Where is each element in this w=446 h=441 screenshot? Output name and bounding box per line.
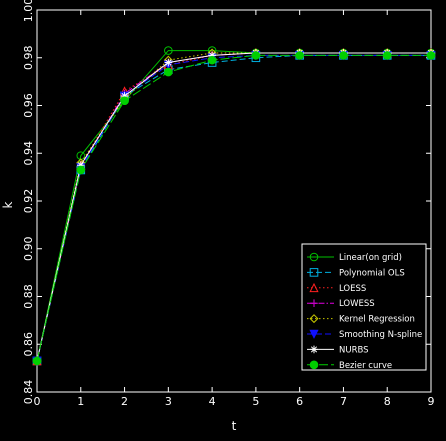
x-tick-label: 8 bbox=[384, 395, 391, 408]
legend-label: Polynomial OLS bbox=[339, 268, 405, 278]
legend-item: LOESS bbox=[307, 282, 366, 294]
x-tick-label: 5 bbox=[252, 395, 259, 408]
data-point bbox=[207, 55, 217, 65]
y-tick-label: 0.88 bbox=[22, 284, 35, 309]
legend-label: LOWESS bbox=[339, 299, 375, 309]
x-tick-label: 7 bbox=[340, 395, 347, 408]
legend-item: NURBS bbox=[307, 345, 369, 355]
data-point bbox=[76, 161, 85, 169]
legend-marker bbox=[309, 314, 319, 324]
x-tick-label: 2 bbox=[121, 395, 128, 408]
data-point bbox=[295, 51, 304, 60]
x-tick-label: 1 bbox=[77, 395, 84, 408]
legend-item: Bezier curve bbox=[307, 360, 392, 371]
legend-label: Smoothing N-spline bbox=[339, 330, 422, 340]
legend-marker bbox=[310, 299, 318, 307]
x-tick-label: 9 bbox=[428, 395, 435, 408]
data-point bbox=[382, 51, 392, 60]
y-tick-label: 0.84 bbox=[22, 380, 35, 405]
series-bezier-curve bbox=[32, 51, 436, 366]
y-axis-label: k bbox=[1, 201, 15, 208]
data-point bbox=[164, 46, 173, 55]
legend-marker bbox=[309, 360, 319, 370]
legend-label: Kernel Regression bbox=[339, 315, 415, 325]
data-point bbox=[32, 356, 42, 366]
x-tick-label: 4 bbox=[209, 395, 216, 408]
legend-marker bbox=[309, 252, 319, 262]
legend-item: Smoothing N-spline bbox=[307, 329, 422, 340]
series-line bbox=[36, 54, 431, 362]
y-tick-label: 0.90 bbox=[22, 237, 35, 262]
data-point bbox=[120, 96, 129, 106]
series-layer bbox=[32, 46, 436, 366]
data-point bbox=[120, 92, 129, 100]
x-tick-label: 6 bbox=[296, 395, 303, 408]
data-point bbox=[164, 67, 173, 77]
legend-label: LOESS bbox=[339, 284, 366, 294]
y-tick-label: 0.86 bbox=[22, 332, 35, 357]
legend-item: Linear(on grid) bbox=[307, 252, 402, 263]
x-axis-label: t bbox=[232, 419, 237, 433]
legend-item: LOWESS bbox=[307, 299, 375, 309]
y-tick-label: 0.96 bbox=[22, 93, 35, 118]
legend-label: NURBS bbox=[339, 345, 369, 355]
legend-label: Linear(on grid) bbox=[339, 253, 402, 263]
data-point bbox=[208, 51, 216, 60]
y-tick-label: 0.92 bbox=[22, 189, 35, 214]
data-point bbox=[164, 58, 173, 67]
legend-label: Bezier curve bbox=[339, 361, 392, 371]
legend-marker bbox=[310, 345, 318, 354]
y-tick-label: 0.98 bbox=[22, 46, 35, 71]
x-tick-label: 3 bbox=[165, 395, 172, 408]
legend-marker bbox=[309, 282, 319, 293]
x-tick-label: 0 bbox=[34, 395, 41, 408]
data-point bbox=[426, 51, 436, 60]
legend-item: Kernel Regression bbox=[307, 314, 415, 325]
legend-marker bbox=[309, 329, 319, 339]
y-tick-label: 0.94 bbox=[22, 141, 35, 166]
data-point bbox=[339, 51, 348, 60]
data-point bbox=[76, 165, 86, 175]
data-point bbox=[251, 51, 261, 60]
series-line bbox=[36, 52, 431, 362]
series-line bbox=[36, 54, 431, 362]
legend: Linear(on grid) Polynomial OLS LOESS LOWESS… bbox=[301, 243, 427, 371]
legend-item: Polynomial OLS bbox=[307, 268, 405, 278]
x-axis-ticks: 0 1 2 3 4 5 6 7 8 9 bbox=[34, 10, 435, 408]
y-axis-ticks: 0.84 0.86 0.88 0.90 0.92 0.94 0.96 0.98 1.00 bbox=[22, 0, 431, 404]
legend-marker bbox=[309, 268, 319, 277]
y-tick-label: 1.00 bbox=[22, 0, 35, 22]
